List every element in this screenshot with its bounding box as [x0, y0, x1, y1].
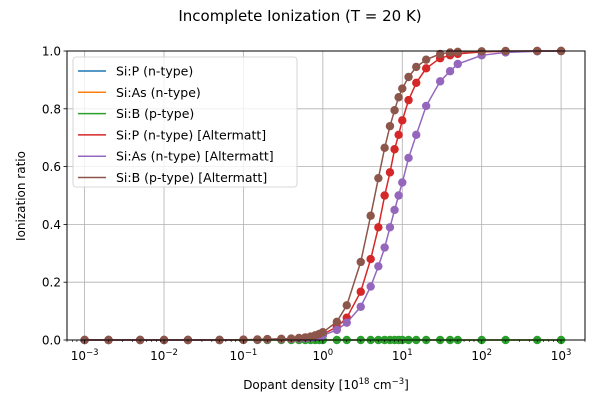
legend-entry: Si:B (p-type) [116, 106, 194, 121]
y-tick-label: 0.8 [42, 102, 61, 116]
data-point [445, 48, 455, 57]
legend-entry: Si:P (n-type) [Altermatt] [116, 127, 266, 142]
data-point [412, 78, 421, 87]
x-tick-label: 103 [551, 348, 572, 363]
data-point [385, 168, 395, 177]
data-point [342, 301, 351, 310]
x-tick-label: 10−2 [150, 348, 178, 363]
data-point [287, 334, 296, 343]
data-point [263, 334, 272, 344]
data-point [394, 93, 403, 102]
y-tick-label: 0.4 [42, 218, 61, 232]
data-point [412, 62, 421, 72]
data-point [398, 178, 407, 187]
data-point [374, 262, 383, 271]
data-point [435, 77, 445, 86]
data-point [332, 317, 342, 326]
x-tick-label: 101 [392, 348, 413, 363]
data-point [390, 106, 399, 115]
legend: Si:P (n-type) Si:As (n-type) Si:B (p-type)… [72, 56, 298, 188]
data-point [366, 282, 375, 291]
y-tick-label: 0.0 [42, 334, 61, 348]
data-point [356, 257, 365, 267]
data-point [380, 243, 389, 252]
data-point [277, 334, 286, 344]
chart-title: Incomplete Ionization (T = 20 K) [178, 7, 421, 25]
data-point [385, 121, 395, 131]
x-tick-label: 102 [471, 348, 492, 363]
data-point [318, 327, 328, 337]
data-point [453, 47, 462, 57]
data-point [404, 153, 413, 163]
data-point [404, 72, 413, 82]
data-point [356, 302, 365, 311]
data-point [374, 173, 383, 183]
data-point [366, 211, 375, 220]
y-axis-label: Ionization ratio [14, 151, 28, 241]
x-tick-label: 10−3 [71, 348, 99, 363]
data-point [356, 287, 365, 296]
data-point [380, 143, 389, 153]
x-tick-label: 100 [313, 348, 334, 363]
data-point [421, 64, 431, 73]
data-point [390, 145, 399, 154]
data-point [394, 191, 403, 200]
legend-entry: Si:As (n-type) [116, 85, 201, 100]
data-point [445, 67, 455, 76]
data-point [332, 325, 342, 335]
x-axis-label: Dopant density [1018 cm−3] [243, 377, 409, 392]
legend-entry: Si:B (p-type) [Altermatt] [116, 170, 267, 185]
legend-entry: Si:P (n-type) [116, 64, 193, 79]
legend-box [72, 56, 298, 188]
data-point [435, 49, 445, 59]
legend-entry: Si:As (n-type) [Altermatt] [116, 149, 274, 164]
x-tick-label: 10−1 [230, 348, 258, 363]
data-point [421, 55, 431, 64]
data-point [374, 223, 383, 232]
data-point [404, 95, 413, 105]
data-point [253, 335, 262, 344]
y-tick-label: 1.0 [42, 45, 61, 59]
data-point [412, 130, 421, 140]
y-tick-label: 0.2 [42, 276, 61, 290]
data-point [380, 191, 389, 200]
ticks: 10−3 10−2 10−1 100 101 102 103 0.0 0.2 0.4 0.6 0.8 1… [42, 45, 586, 363]
plot-frame [66, 50, 586, 341]
y-tick-label: 0.6 [42, 160, 61, 174]
data-point [390, 205, 399, 215]
data-point [385, 223, 395, 232]
data-point [398, 116, 407, 125]
data-point [394, 130, 403, 140]
data-point [398, 84, 407, 93]
data-point [421, 101, 431, 111]
data-point [453, 59, 462, 69]
data-point [342, 318, 351, 327]
data-point [366, 254, 375, 264]
